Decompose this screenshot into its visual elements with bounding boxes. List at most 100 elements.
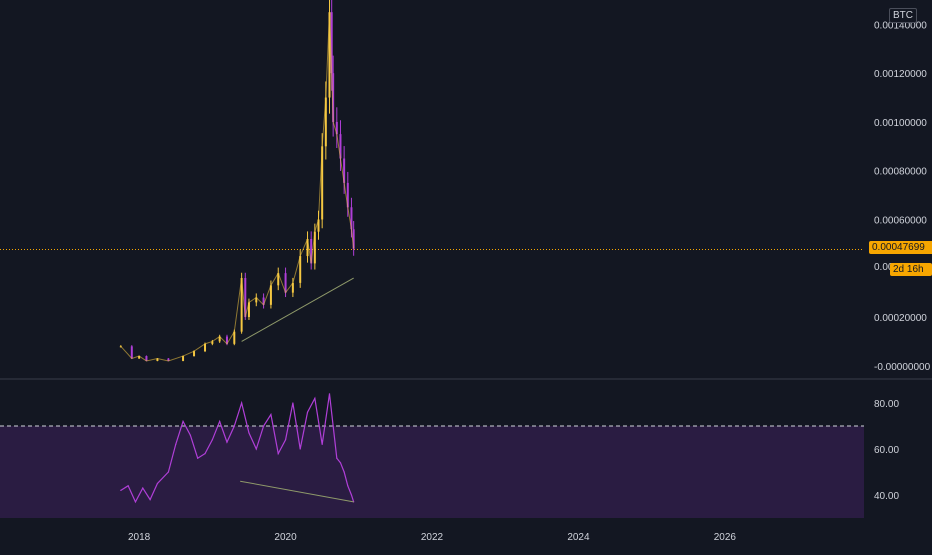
time-tick-label: 2024	[567, 532, 590, 543]
rsi-point	[277, 453, 279, 455]
rsi-point	[197, 457, 199, 459]
price-candle	[240, 278, 243, 332]
price-tick-label: 0.00060000	[874, 215, 927, 226]
rsi-point	[175, 443, 177, 445]
time-tick-label: 2018	[128, 532, 151, 543]
price-tick-label: 0.00100000	[874, 118, 927, 129]
rsi-point	[336, 457, 338, 459]
axes: 0.00140000 0.00120000 0.00100000 0.00080000…	[0, 20, 932, 543]
price-candle	[324, 97, 327, 147]
rsi-point	[248, 432, 250, 434]
price-line	[120, 12, 355, 362]
rsi-point	[149, 499, 151, 501]
rsi-point	[350, 494, 353, 496]
price-candle	[182, 356, 185, 361]
price-candle	[317, 219, 320, 232]
price-candle	[138, 356, 141, 359]
rsi-point	[299, 448, 301, 450]
price-candle	[269, 285, 272, 305]
price-candle	[277, 273, 280, 286]
currency-label[interactable]: BTC	[889, 8, 917, 23]
rsi-point	[255, 448, 257, 450]
price-candle	[255, 297, 258, 303]
price-candle	[310, 238, 313, 264]
price-candle	[291, 282, 294, 293]
rsi-pane	[0, 393, 864, 518]
rsi-point	[314, 397, 316, 399]
rsi-point	[284, 439, 287, 441]
price-candle	[306, 238, 309, 257]
rsi-point	[292, 402, 294, 404]
rsi-point	[226, 441, 228, 443]
price-candle	[321, 146, 324, 220]
rsi-point	[120, 489, 122, 491]
price-candle	[130, 346, 133, 359]
bar-countdown-badge: 2d 16h	[890, 263, 932, 276]
rsi-point	[167, 471, 170, 473]
price-tick-label: 0.00080000	[874, 167, 927, 178]
rsi-point	[270, 413, 272, 416]
rsi-band	[0, 426, 864, 518]
time-tick-label: 2026	[714, 532, 737, 543]
rsi-point	[182, 420, 184, 422]
rsi-tick-label: 80.00	[874, 399, 899, 410]
rsi-point	[328, 393, 331, 395]
rsi-point	[306, 411, 309, 413]
price-candle	[299, 256, 302, 283]
rsi-point	[347, 485, 349, 487]
price-candle	[346, 182, 349, 208]
price-tick-label: 0.00120000	[874, 69, 927, 80]
price-candle	[339, 134, 342, 159]
price-candle	[328, 12, 331, 98]
rsi-point	[262, 425, 265, 427]
price-candle	[343, 158, 346, 183]
price-candle	[211, 341, 214, 344]
rsi-line	[120, 393, 355, 504]
rsi-point	[204, 453, 206, 455]
rsi-point	[127, 485, 129, 487]
price-candle	[284, 273, 287, 293]
time-tick-label: 2020	[274, 532, 297, 543]
rsi-point	[321, 443, 323, 445]
current-price-badge: 0.00047699	[869, 241, 932, 254]
price-candle	[167, 358, 170, 361]
price-pane	[0, 0, 864, 362]
price-candle	[332, 73, 335, 122]
rsi-tick-label: 60.00	[874, 445, 899, 456]
price-candle	[350, 207, 353, 230]
rsi-point	[332, 425, 334, 427]
rsi-point	[211, 439, 213, 441]
partial-price-tick: 0.00	[874, 262, 894, 273]
rsi-tick-label: 40.00	[874, 491, 899, 502]
price-candle	[156, 358, 159, 361]
price-candle	[244, 278, 247, 318]
price-trendline	[241, 277, 354, 342]
price-tick-label: 0.00140000	[874, 20, 927, 31]
price-candle	[247, 302, 250, 318]
price-candle	[352, 229, 355, 249]
price-candle	[218, 336, 221, 342]
price-tick-label: 0.00020000	[874, 313, 927, 324]
rsi-trendline	[240, 480, 354, 503]
rsi-point	[189, 434, 191, 436]
rsi-point	[134, 501, 137, 503]
price-candle	[193, 351, 196, 357]
price-candle	[330, 12, 333, 74]
rsi-point	[343, 471, 345, 473]
price-candle	[225, 336, 228, 344]
rsi-point	[233, 425, 235, 427]
rsi-point	[156, 482, 159, 485]
time-tick-label: 2022	[421, 532, 444, 543]
rsi-point	[339, 462, 342, 464]
price-candle	[335, 121, 338, 135]
price-candle	[145, 356, 148, 361]
price-tick-label: -0.00000000	[874, 362, 931, 373]
rsi-point	[241, 402, 243, 404]
price-candle	[204, 343, 207, 352]
rsi-point	[142, 487, 144, 489]
price-candle	[262, 297, 265, 305]
price-candle	[233, 331, 236, 344]
price-candle	[313, 231, 316, 264]
